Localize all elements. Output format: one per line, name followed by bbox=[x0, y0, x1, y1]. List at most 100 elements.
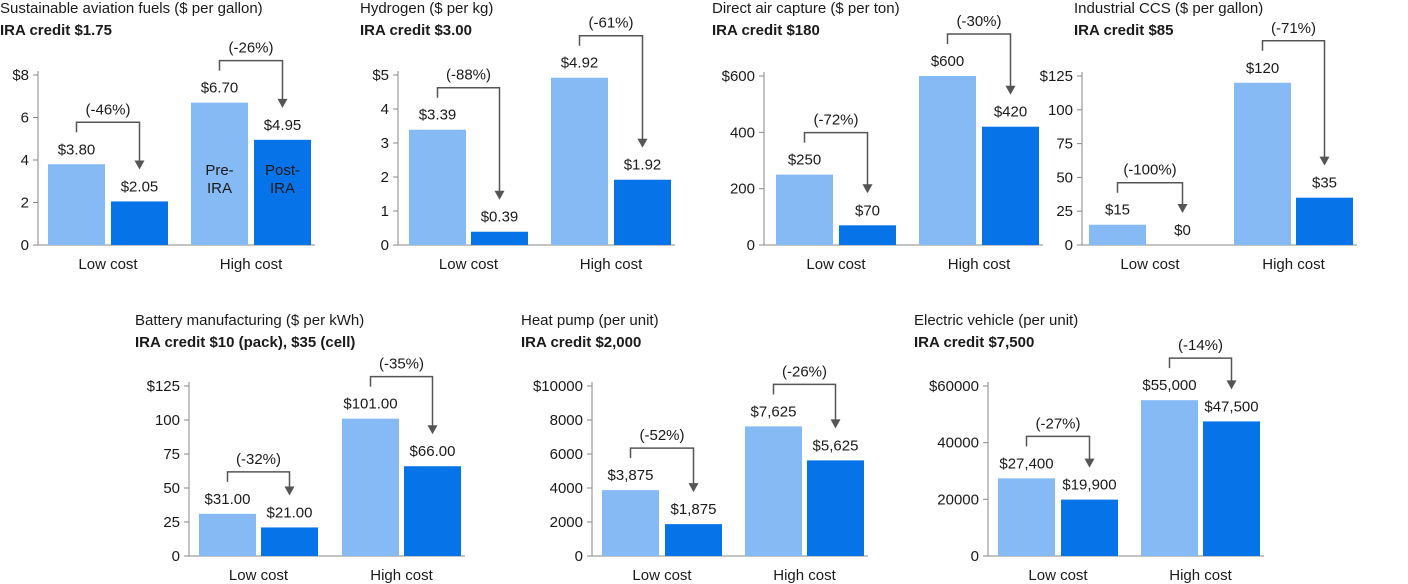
y-tick-label: $125 bbox=[147, 378, 180, 395]
bar-pre-ira bbox=[602, 490, 659, 556]
change-bracket bbox=[1261, 40, 1326, 158]
chart-panel-direct-air-capture: Direct air capture ($ per ton) IRA credi… bbox=[712, 0, 1062, 290]
x-category-label: High cost bbox=[1262, 256, 1325, 273]
arrow-head bbox=[494, 190, 505, 200]
change-percent-label: (-100%) bbox=[1123, 162, 1176, 179]
inbar-label-post-ira: Post- bbox=[265, 162, 300, 179]
y-tick-label: 100 bbox=[1048, 102, 1073, 119]
y-tick-label: $60000 bbox=[929, 378, 979, 395]
change-percent-label: (-32%) bbox=[236, 451, 281, 468]
chart-subtitle: IRA credit $2,000 bbox=[521, 334, 642, 351]
y-tick-label: $600 bbox=[722, 68, 755, 85]
bar-value-label: $101.00 bbox=[343, 396, 397, 413]
bar-value-label: $31.00 bbox=[205, 491, 251, 508]
change-bracket bbox=[369, 375, 434, 427]
y-tick-label: 75 bbox=[1056, 136, 1073, 153]
inbar-label-pre-ira: IRA bbox=[207, 180, 232, 197]
bar-pre-ira bbox=[1089, 224, 1146, 245]
change-bracket bbox=[629, 447, 695, 485]
bar-post-ira bbox=[1203, 421, 1260, 556]
y-tick-label: 100 bbox=[155, 412, 180, 429]
y-tick-label: 25 bbox=[163, 514, 180, 531]
bar-pre-ira bbox=[551, 77, 608, 245]
y-tick-label: 6 bbox=[21, 110, 29, 127]
x-category-label: Low cost bbox=[439, 256, 499, 273]
chart-plot: 0 25 50 75 100 $125 $15 $0 Low cost (-100%) $120 $3… bbox=[1040, 20, 1357, 273]
arrow-head bbox=[134, 160, 145, 170]
y-tick-label: 4 bbox=[21, 152, 29, 169]
change-percent-label: (-72%) bbox=[813, 112, 858, 129]
bar-pre-ira bbox=[409, 129, 466, 245]
bar-value-label: $55,000 bbox=[1142, 377, 1196, 394]
bar-value-label: $66.00 bbox=[410, 443, 456, 460]
bar-value-label: $27,400 bbox=[999, 455, 1053, 472]
bar-value-label: $5,625 bbox=[813, 437, 859, 454]
chart-plot: 0 1 2 3 4 $5 $3.39 $0.39 Low cost (-88%) $4.92 $1.9… bbox=[372, 15, 675, 273]
bar-value-label: $600 bbox=[931, 53, 964, 70]
y-tick-label: 4000 bbox=[550, 480, 583, 497]
arrow-head bbox=[284, 486, 295, 496]
x-category-label: High cost bbox=[773, 567, 836, 584]
bar-pre-ira bbox=[342, 418, 399, 556]
change-bracket bbox=[1025, 435, 1091, 460]
bar-post-ira bbox=[1296, 197, 1353, 245]
y-tick-label: $8 bbox=[12, 67, 29, 84]
chart-title: Sustainable aviation fuels ($ per gallon… bbox=[0, 0, 263, 17]
bar-value-label: $0 bbox=[1174, 222, 1191, 239]
y-tick-label: 2 bbox=[381, 169, 389, 186]
bar-value-label: $70 bbox=[855, 202, 880, 219]
arrow-head bbox=[1177, 204, 1188, 213]
chart-subtitle: IRA credit $1.75 bbox=[0, 22, 112, 39]
chart-panel-industrial-ccs: Industrial CCS ($ per gallon) IRA credit… bbox=[1040, 0, 1408, 290]
arrow-head bbox=[862, 184, 873, 194]
arrow-head bbox=[427, 425, 438, 435]
chart-panel-hydrogen: Hydrogen ($ per kg) IRA credit $3.00 0 1 2… bbox=[360, 0, 705, 290]
change-percent-label: (-30%) bbox=[956, 13, 1001, 30]
arrow-head bbox=[1005, 85, 1016, 95]
bar-pre-ira bbox=[919, 76, 976, 245]
y-tick-label: 20000 bbox=[937, 491, 979, 508]
y-tick-label: 0 bbox=[575, 548, 583, 565]
x-category-label: High cost bbox=[948, 256, 1011, 273]
chart-subtitle: IRA credit $7,500 bbox=[914, 334, 1035, 351]
arrow-head bbox=[1226, 380, 1237, 390]
bar-post-ira bbox=[982, 126, 1039, 245]
y-tick-label: $125 bbox=[1040, 68, 1073, 85]
y-tick-label: 25 bbox=[1056, 203, 1073, 220]
change-percent-label: (-26%) bbox=[228, 40, 273, 57]
change-bracket bbox=[1168, 357, 1233, 382]
bar-pre-ira bbox=[1234, 82, 1291, 245]
y-tick-label: 3 bbox=[381, 135, 389, 152]
y-tick-label: 50 bbox=[1056, 169, 1073, 186]
x-category-label: Low cost bbox=[78, 256, 138, 273]
x-category-label: Low cost bbox=[632, 567, 692, 584]
y-tick-label: 0 bbox=[21, 237, 29, 254]
change-bracket bbox=[218, 59, 284, 100]
y-tick-label: 8000 bbox=[550, 412, 583, 429]
inbar-label-pre-ira: Pre- bbox=[205, 162, 233, 179]
change-bracket bbox=[1116, 181, 1184, 205]
bar-value-label: $3,875 bbox=[608, 467, 654, 484]
y-tick-label: 0 bbox=[747, 237, 755, 254]
bar-post-ira bbox=[261, 527, 318, 556]
bar-value-label: $120 bbox=[1246, 60, 1279, 77]
bar-value-label: $19,900 bbox=[1062, 477, 1116, 494]
y-tick-label: 2000 bbox=[550, 514, 583, 531]
y-tick-label: 4 bbox=[381, 101, 389, 118]
bar-value-label: $1.92 bbox=[624, 157, 662, 174]
bar-post-ira bbox=[839, 225, 896, 245]
arrow-head bbox=[637, 138, 648, 148]
y-tick-label: 2 bbox=[21, 195, 29, 212]
chart-plot: 0 25 50 75 100 $125 $31.00 $21.00 Low cost (-32%)… bbox=[147, 356, 465, 584]
bar-value-label: $250 bbox=[788, 152, 821, 169]
bar-post-ira bbox=[807, 460, 864, 556]
chart-title: Direct air capture ($ per ton) bbox=[712, 0, 900, 17]
arrow-head bbox=[830, 419, 841, 429]
change-percent-label: (-88%) bbox=[446, 67, 491, 84]
x-category-label: Low cost bbox=[1120, 256, 1180, 273]
chart-subtitle: IRA credit $3.00 bbox=[360, 22, 472, 39]
bar-value-label: $47,500 bbox=[1204, 398, 1258, 415]
bar-post-ira bbox=[1061, 499, 1118, 556]
chart-panel-heat-pump: Heat pump (per unit) IRA credit $2,000 0… bbox=[521, 312, 871, 584]
chart-title: Battery manufacturing ($ per kWh) bbox=[135, 312, 365, 329]
